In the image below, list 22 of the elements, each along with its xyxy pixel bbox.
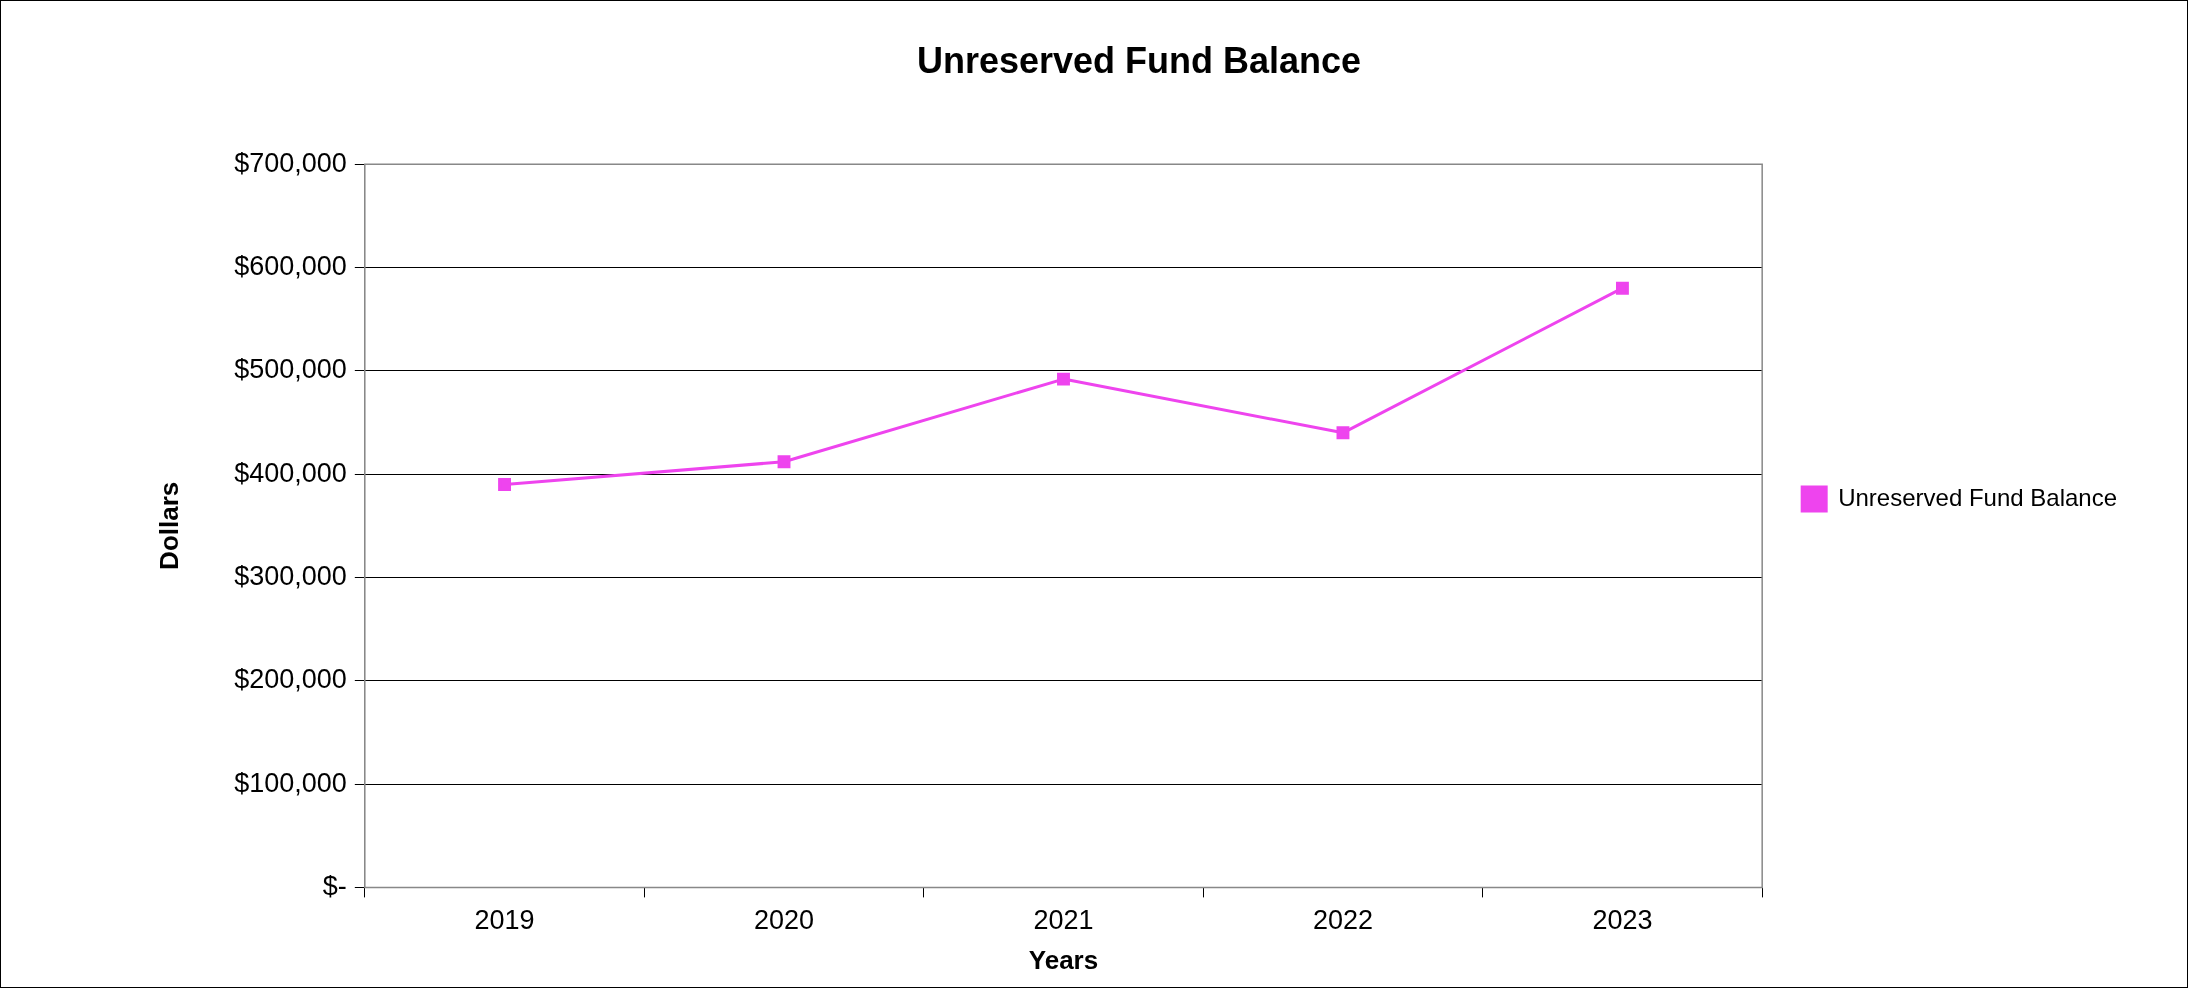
y-tick-label: $500,000 [234,354,347,385]
y-axis-title: Dollars [153,481,184,570]
y-tick-label: $- [322,870,347,901]
x-axis-title: Years [1028,944,1099,975]
y-tick-label: $600,000 [234,250,347,281]
point [777,455,791,469]
y-tick-label: $300,000 [234,560,347,591]
point [1336,426,1350,440]
y-tick-label: $200,000 [234,664,347,695]
legend-label: Unreserved Fund Balance [1838,483,2117,511]
y-tick-label: $400,000 [234,457,347,488]
x-tick-label: 2021 [1033,905,1094,936]
point [1057,372,1070,386]
y-tick-label: $700,000 [234,147,347,178]
x-tick-label: 2019 [474,905,535,936]
x-tick-label: 2023 [1592,905,1653,936]
point [498,478,511,491]
point [1615,281,1629,295]
chart-title: Unreserved Fund Balance [916,39,1362,81]
x-tick-label: 2020 [753,905,815,936]
y-tick-label: $100,000 [234,767,347,798]
x-tick-label: 2022 [1312,905,1374,936]
